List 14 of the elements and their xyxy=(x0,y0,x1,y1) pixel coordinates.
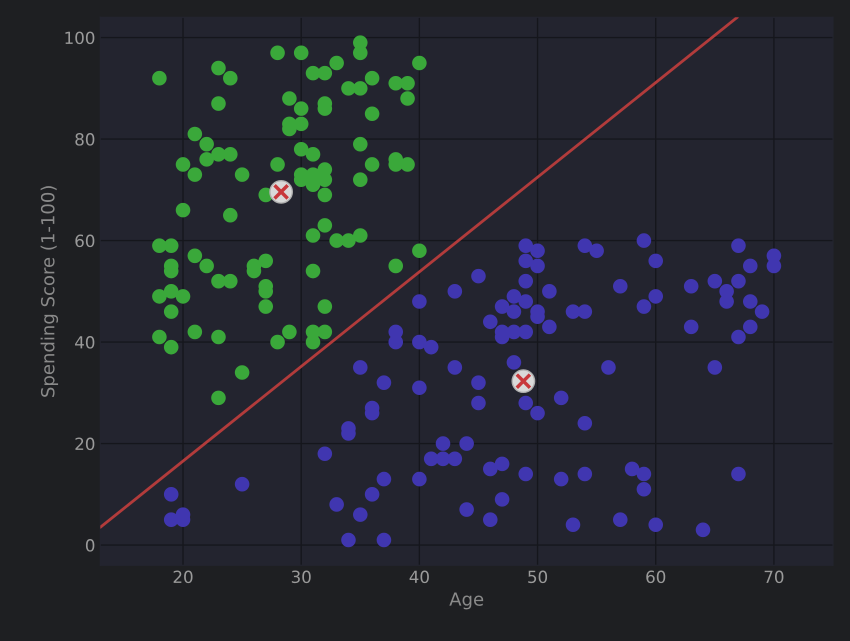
x-tick-label: 50 xyxy=(528,570,548,584)
x-tick-label: 70 xyxy=(764,570,784,584)
y-tick-label: 20 xyxy=(75,438,94,450)
y-tick-label: 0 xyxy=(86,539,94,552)
x-tick-label: 60 xyxy=(646,570,666,584)
x-tick-label: 20 xyxy=(174,570,193,584)
y-tick-label: 60 xyxy=(75,234,94,248)
y-tick-label: 100 xyxy=(65,32,94,44)
x-axis-title: Age xyxy=(449,592,484,610)
y-tick-label: 40 xyxy=(75,336,94,349)
x-tick-label: 30 xyxy=(292,570,311,584)
y-axis-title: Spending Score (1-100) xyxy=(40,186,58,397)
x-tick-label: 40 xyxy=(410,570,429,584)
y-tick-label: 80 xyxy=(75,133,94,146)
